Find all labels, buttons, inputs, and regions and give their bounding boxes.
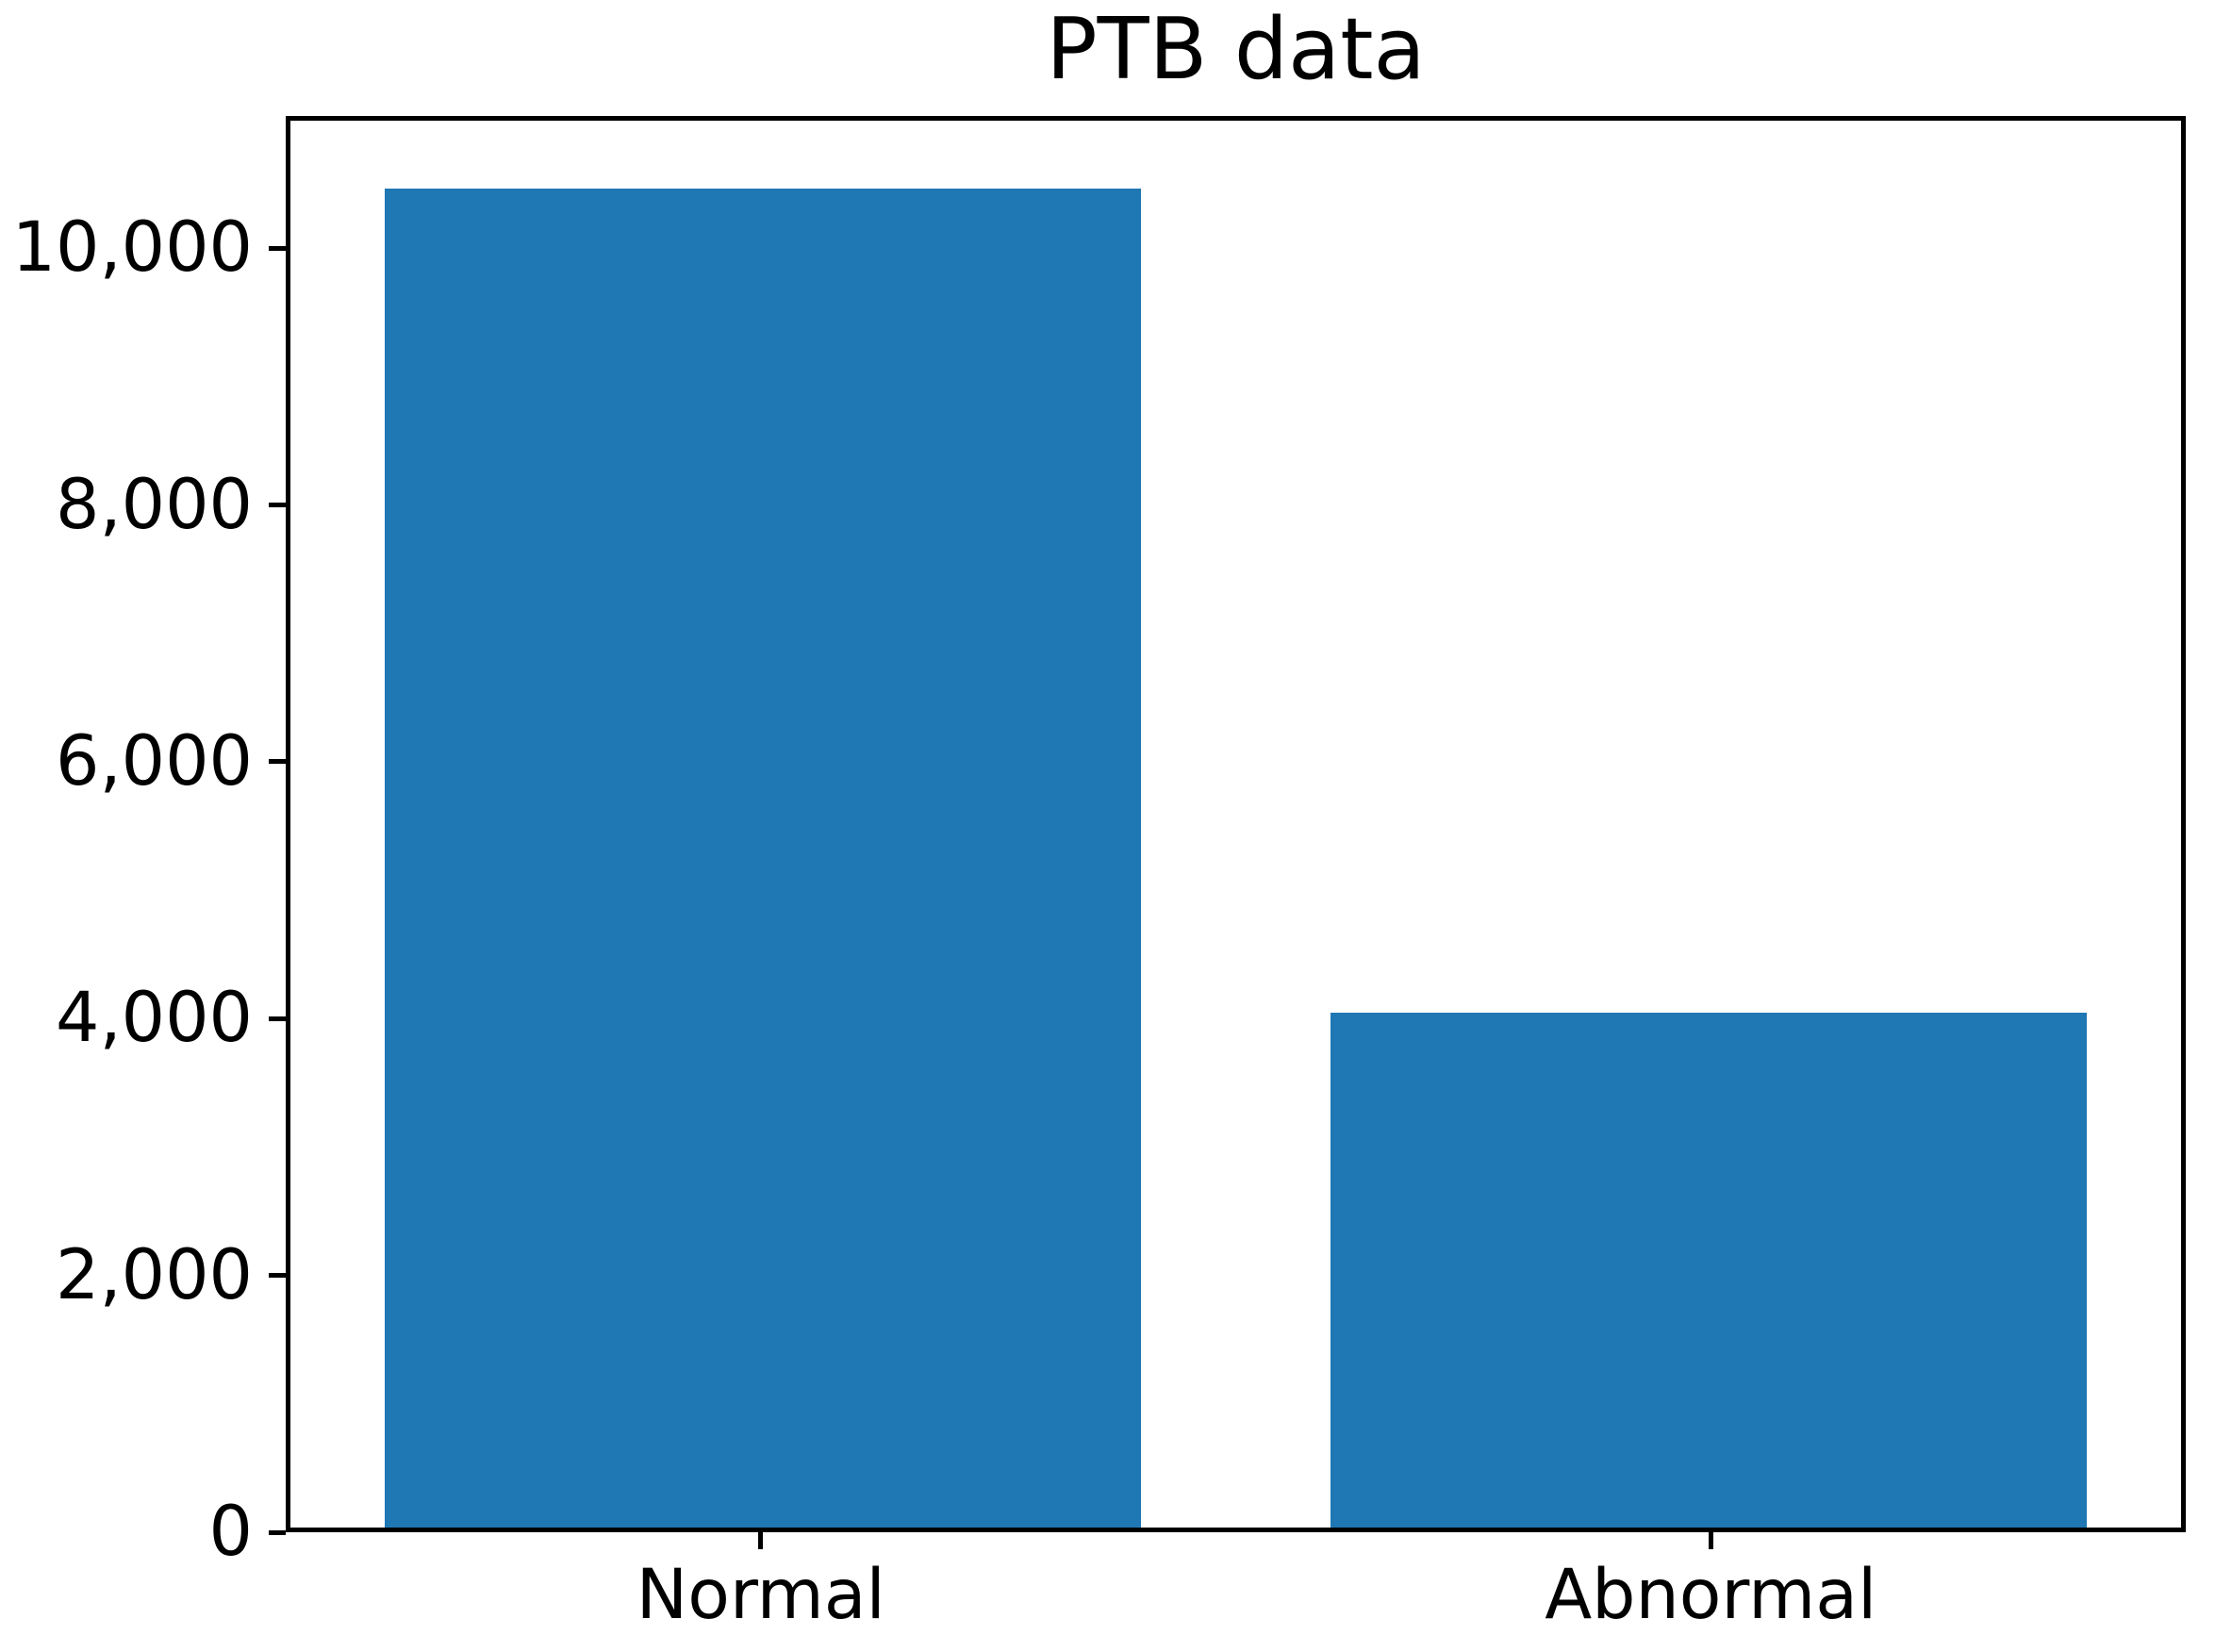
plot-area [286, 116, 2186, 1532]
chart-title: PTB data [1046, 0, 1426, 99]
x-tick-label-normal: Normal [636, 1555, 885, 1635]
y-tick-label-3: 6,000 [56, 720, 253, 801]
y-tick-mark-0 [269, 1529, 286, 1535]
y-tick-label-5: 10,000 [11, 207, 253, 289]
y-tick-label-0: 0 [208, 1492, 253, 1572]
y-tick-mark-4 [269, 503, 286, 508]
bar-normal [385, 189, 1142, 1528]
y-tick-label-1: 2,000 [56, 1234, 253, 1315]
y-tick-mark-5 [269, 245, 286, 251]
x-tick-mark-abnormal [1708, 1532, 1713, 1549]
y-tick-label-2: 4,000 [56, 978, 253, 1059]
x-tick-mark-normal [758, 1532, 764, 1549]
x-tick-label-abnormal: Abnormal [1545, 1555, 1877, 1635]
bar-abnormal [1330, 1013, 2087, 1528]
y-tick-label-4: 8,000 [56, 464, 253, 545]
y-tick-mark-2 [269, 1016, 286, 1021]
y-tick-mark-3 [269, 759, 286, 765]
y-tick-mark-1 [269, 1273, 286, 1279]
